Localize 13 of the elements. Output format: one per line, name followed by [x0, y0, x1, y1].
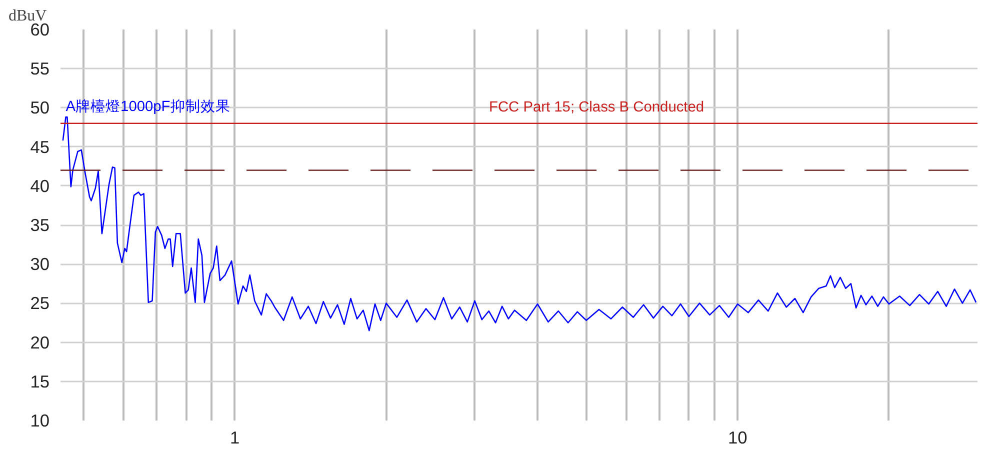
y-tick-label: 35 — [30, 215, 50, 235]
y-tick-label: 25 — [30, 293, 50, 314]
x-tick-label: 1 — [230, 428, 240, 448]
y-tick-label: 50 — [30, 98, 50, 118]
series-label: A牌檯燈1000pF抑制效果 — [66, 98, 230, 116]
y-tick-label: 55 — [30, 58, 50, 79]
y-tick-label: 20 — [30, 332, 50, 352]
y-tick-label: 40 — [30, 176, 50, 196]
y-tick-label: 10 — [30, 410, 50, 430]
y-tick-label: 45 — [30, 136, 50, 157]
ref-line-label: FCC Part 15; Class B Conducted — [489, 99, 704, 116]
y-tick-label: 30 — [30, 254, 50, 274]
y-tick-label: 15 — [30, 371, 50, 392]
